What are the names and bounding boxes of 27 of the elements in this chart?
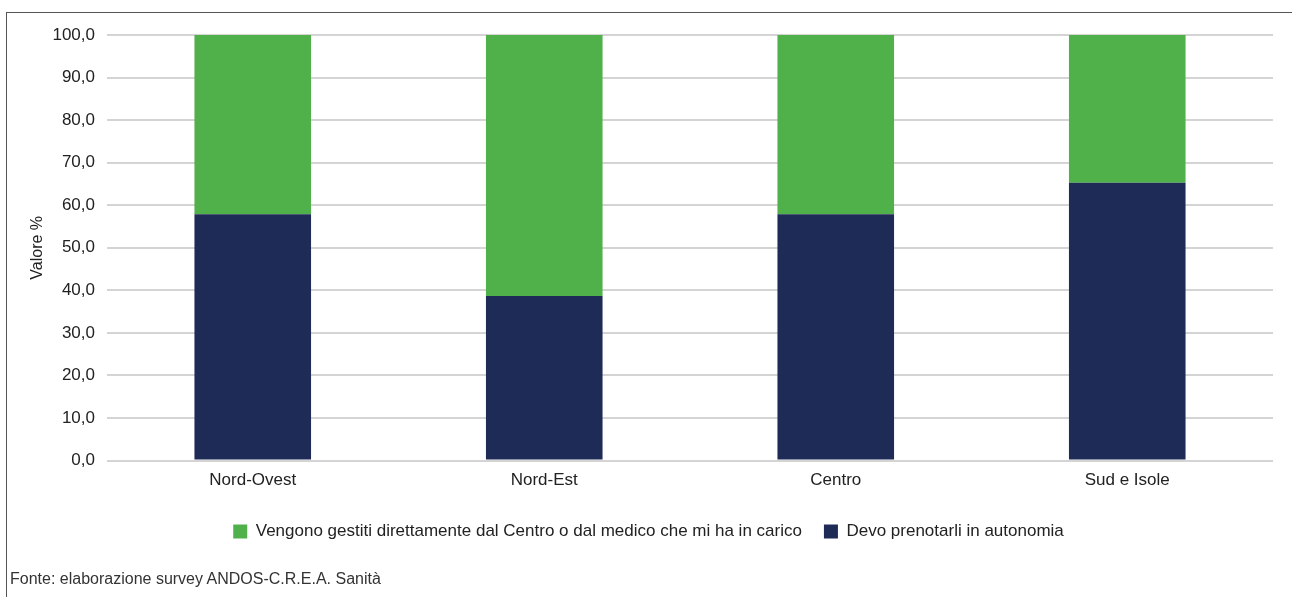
bar	[777, 214, 895, 460]
x-tick-label: Nord-Est	[510, 470, 579, 490]
x-tick-label: Centro	[810, 470, 862, 490]
y-tick-label: 70,0	[61, 152, 95, 172]
y-tick-label: 50,0	[61, 237, 95, 257]
y-tick-label: 10,0	[61, 407, 95, 427]
y-axis-title: Valore %	[28, 215, 46, 280]
y-tick-label: 40,0	[61, 280, 95, 300]
y-tick-label: 20,0	[61, 365, 95, 385]
y-tick-label: 0,0	[71, 450, 95, 470]
source-note: Fonte: elaborazione survey ANDOS-C.R.E.A. Sanità	[10, 570, 381, 588]
bar	[777, 35, 895, 215]
bar	[485, 35, 603, 296]
y-tick-label: 100,0	[52, 24, 95, 44]
legend-label: Devo prenotarli in autonomia	[846, 521, 1065, 541]
bar	[194, 214, 312, 460]
bar	[485, 295, 603, 460]
bar	[1068, 35, 1186, 183]
legend-label: Vengono gestiti direttamente dal Centro o dal medico che mi ha in carico	[255, 521, 802, 541]
bar	[1068, 182, 1186, 460]
x-tick-label: Nord-Ovest	[209, 470, 297, 490]
y-tick-label: 80,0	[61, 109, 95, 129]
y-tick-label: 90,0	[61, 67, 95, 87]
bar	[194, 35, 312, 215]
x-tick-label: Sud e Isole	[1084, 470, 1170, 490]
y-tick-label: 60,0	[61, 194, 95, 214]
y-tick-label: 30,0	[61, 322, 95, 342]
